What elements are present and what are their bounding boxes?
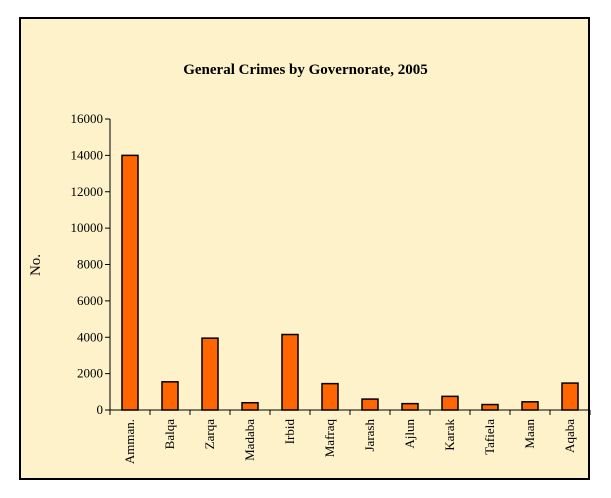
- y-tick-label: 2000: [77, 366, 103, 381]
- bar-tafiela: [481, 403, 499, 411]
- bar-aqaba: [561, 382, 579, 411]
- x-tick-label: Amman.: [122, 419, 137, 464]
- x-tick-label: Balqa: [162, 419, 177, 450]
- bar-karak: [441, 395, 459, 411]
- y-tick-label: 14000: [71, 147, 104, 162]
- y-tick-label: 0: [97, 402, 104, 417]
- y-tick-label: 10000: [71, 220, 104, 235]
- y-tick-label: 12000: [71, 184, 104, 199]
- y-axis-title: No.: [28, 254, 44, 276]
- x-tick-label: Tafiela: [482, 419, 497, 455]
- x-tick-label: Irbid: [282, 419, 297, 445]
- x-tick-label: Maan: [522, 419, 537, 449]
- x-tick-label: Aqaba: [562, 419, 577, 453]
- y-tick-label: 6000: [77, 293, 103, 308]
- chart-title: General Crimes by Governorate, 2005: [183, 62, 428, 78]
- bar-mafraq: [321, 382, 339, 411]
- bar-irbid: [281, 333, 299, 411]
- y-tick-label: 8000: [77, 257, 103, 272]
- bar-maan: [521, 401, 539, 411]
- chart-frame: [19, 17, 590, 480]
- x-tick-label: Ajlun: [402, 419, 417, 449]
- bar-balqa: [161, 381, 179, 411]
- bar-amman: [121, 154, 139, 411]
- y-tick-label: 4000: [77, 329, 103, 344]
- bar-zarqa: [201, 337, 219, 411]
- y-tick-label: 16000: [71, 111, 104, 126]
- bar-ajlun: [401, 402, 419, 411]
- x-tick-label: Mafraq: [322, 419, 337, 458]
- bar-jarash: [361, 398, 379, 411]
- x-tick-label: Madaba: [242, 419, 257, 461]
- bar-madaba: [241, 401, 259, 411]
- x-tick-label: Zarqa: [202, 419, 217, 450]
- x-tick-label: Karak: [442, 419, 457, 451]
- x-tick-label: Jarash: [362, 419, 377, 452]
